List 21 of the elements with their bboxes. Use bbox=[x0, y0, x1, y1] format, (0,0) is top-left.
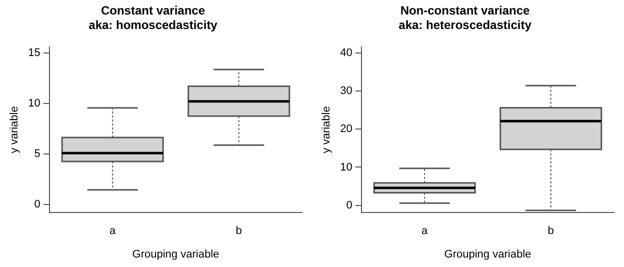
chart-subtitle: aka: homoscedasticity bbox=[88, 18, 218, 32]
chart-title: Constant variance bbox=[100, 4, 206, 18]
y-axis-title: y variable bbox=[8, 106, 21, 154]
x-tick-label: a bbox=[422, 225, 429, 238]
x-axis-title: Grouping variable bbox=[132, 248, 220, 260]
x-tick-label: b bbox=[548, 225, 554, 238]
y-tick-label: 20 bbox=[340, 123, 352, 136]
y-tick-label: 5 bbox=[34, 148, 40, 160]
y-tick-label: 15 bbox=[28, 46, 40, 59]
y-tick-label: 10 bbox=[28, 97, 40, 110]
y-tick-label: 40 bbox=[340, 46, 352, 59]
y-tick-label: 30 bbox=[340, 85, 352, 98]
x-tick-label: b bbox=[236, 225, 242, 238]
y-tick-label: 0 bbox=[346, 199, 352, 212]
chart-title: Non-constant variance bbox=[400, 4, 530, 18]
chart-subtitle: aka: heteroscedasticity bbox=[398, 18, 532, 32]
y-axis-title: y variable bbox=[320, 106, 333, 154]
y-tick-label: 0 bbox=[34, 198, 40, 211]
x-axis-title: Grouping variable bbox=[444, 248, 532, 260]
x-tick-label: a bbox=[110, 225, 117, 238]
y-tick-label: 10 bbox=[340, 161, 352, 174]
